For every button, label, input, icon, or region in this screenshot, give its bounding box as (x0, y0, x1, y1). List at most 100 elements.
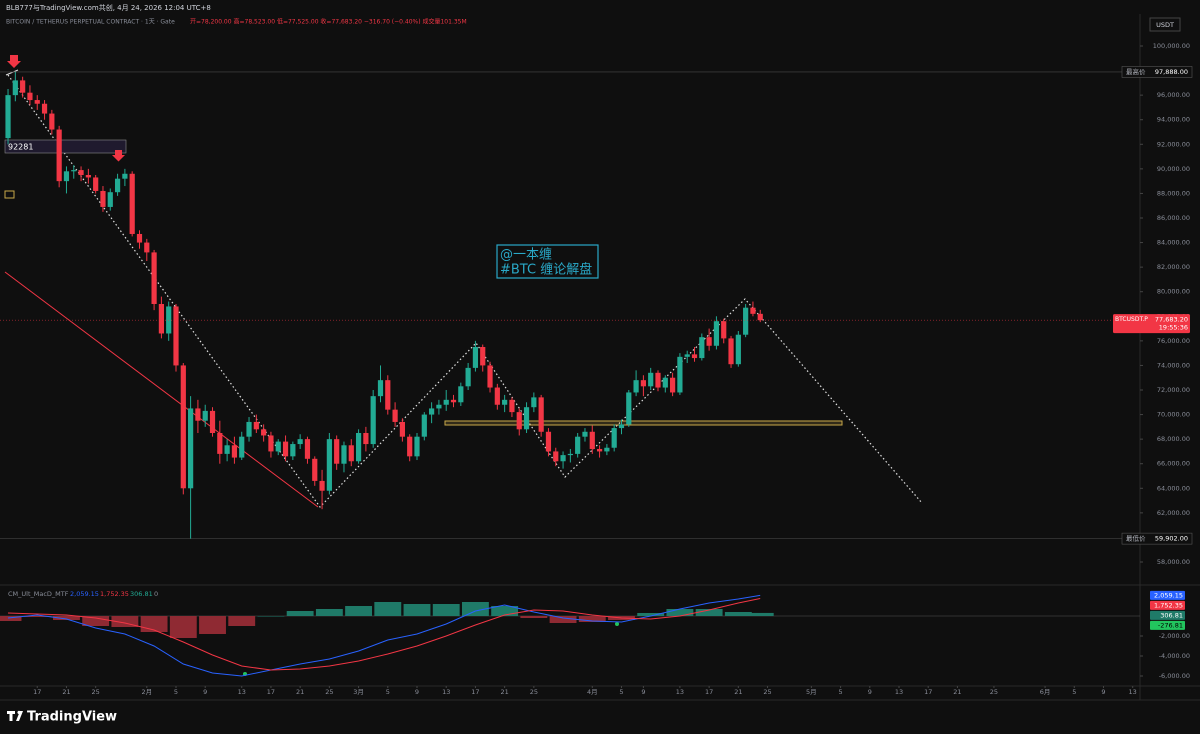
candle-body (421, 414, 427, 437)
macd-histogram-bar (345, 606, 373, 616)
candle-body (195, 408, 201, 421)
y-tick-label: 76,000.00 (1157, 337, 1190, 345)
candle-body (392, 409, 398, 422)
candle-body (414, 436, 420, 457)
candle-body (728, 338, 734, 365)
macd-histogram-bar (724, 612, 752, 616)
candle-body (93, 177, 99, 191)
candle-body (5, 95, 11, 139)
extreme-label-box (1121, 532, 1193, 545)
candle-body (611, 428, 617, 448)
chart-title: BLB777与TradingView.com共创, 4月 24, 2026 12… (6, 3, 211, 12)
candle-body (531, 397, 537, 408)
last-price-box (1113, 314, 1190, 334)
x-tick-label: 3月 (353, 688, 364, 696)
candle-body (144, 242, 150, 253)
candle-body (246, 421, 252, 437)
x-tick-label: 5 (619, 688, 623, 696)
x-tick-label: 4月 (587, 688, 598, 696)
candle-body (596, 448, 603, 452)
candle-body (348, 445, 354, 462)
ohlc-text: 开=78,200.00 高=78,523.00 低=77,525.00 收=77… (190, 18, 467, 26)
candle-body (355, 432, 362, 462)
macd-histogram-bar (520, 616, 548, 618)
y-tick-label: 64,000.00 (1157, 484, 1190, 492)
macd-histogram-bar (432, 604, 460, 616)
indicator-name: CM_Ult_MacD_MTF (8, 590, 69, 598)
candle-body (312, 458, 318, 481)
y-tick-label: 88,000.00 (1157, 189, 1190, 197)
candle-body (290, 444, 296, 457)
y-tick-label: 86,000.00 (1157, 214, 1190, 222)
macd-histogram-bar (315, 609, 343, 616)
macd-value-box (1150, 600, 1185, 610)
x-tick-label: 25 (763, 688, 771, 696)
candle-body (743, 307, 749, 335)
candle-body (319, 480, 325, 491)
extreme-label-text: 最高价 (1126, 67, 1146, 76)
x-tick-label: 13 (1129, 688, 1137, 696)
macd-histogram-bar (23, 616, 51, 617)
candle-body (560, 455, 566, 462)
macd-histogram-bar (578, 616, 606, 622)
y-tick-label: 90,000.00 (1157, 165, 1190, 173)
candle-body (173, 306, 179, 366)
candle-body (567, 453, 573, 456)
candle-body (523, 407, 530, 430)
trend-line (4, 271, 319, 508)
last-price-countdown: 19:55:36 (1159, 324, 1188, 332)
candle-body (575, 436, 581, 454)
x-tick-label: 6月 (1040, 688, 1051, 696)
candle-body (480, 346, 486, 366)
currency-box (1149, 17, 1181, 32)
candle-body (640, 380, 646, 387)
indicator-value: 1,752.35 (100, 590, 129, 598)
macd-histogram-bar (549, 616, 577, 623)
footer-brand: TradingView (27, 710, 117, 725)
x-tick-label: 13 (442, 688, 450, 696)
candle-body (472, 346, 479, 368)
candle-body (494, 387, 500, 405)
zigzag-start (5, 69, 19, 76)
annotation-box (496, 244, 599, 279)
y-tick-label: 70,000.00 (1157, 411, 1190, 419)
x-tick-label: 21 (62, 688, 70, 696)
candle-body (231, 445, 238, 458)
macd-value-label: 306.81 (1160, 611, 1183, 619)
y-tick-label: 74,000.00 (1157, 361, 1190, 369)
macd-histogram-bar (666, 609, 694, 616)
candle-body (202, 410, 208, 421)
candle-body (516, 412, 522, 430)
candle-body (85, 174, 91, 178)
down-arrow (7, 55, 21, 68)
last-price-value: 77,683.20 (1155, 316, 1188, 324)
candle-body (648, 372, 654, 387)
candle-body (297, 439, 303, 445)
x-tick-label: 9 (203, 688, 207, 696)
candle-body (589, 431, 595, 449)
candle-body (436, 404, 442, 409)
candle-body (750, 307, 756, 314)
macd-y-tick-label: -2,000.00 (1159, 632, 1190, 640)
macd-histogram-bar (111, 616, 139, 627)
candle-body (12, 80, 18, 96)
candle-body (107, 192, 113, 207)
y-tick-label: 66,000.00 (1157, 460, 1190, 468)
candle-body (655, 372, 661, 388)
macd-histogram-bar (491, 606, 519, 616)
macd-histogram-bar (82, 616, 110, 626)
zigzag-line (7, 74, 923, 508)
indicator-value: 306.81 (130, 590, 153, 598)
y-tick-label: 80,000.00 (1157, 288, 1190, 296)
candle-body (706, 337, 712, 346)
candle-body (399, 421, 405, 437)
logo (7, 710, 23, 721)
y-tick-label: 68,000.00 (1157, 435, 1190, 443)
macd-histogram-bar (199, 616, 226, 634)
candle-body (618, 424, 625, 429)
candle-body (385, 380, 391, 410)
candle-body (100, 190, 106, 207)
candle-body (282, 441, 289, 457)
